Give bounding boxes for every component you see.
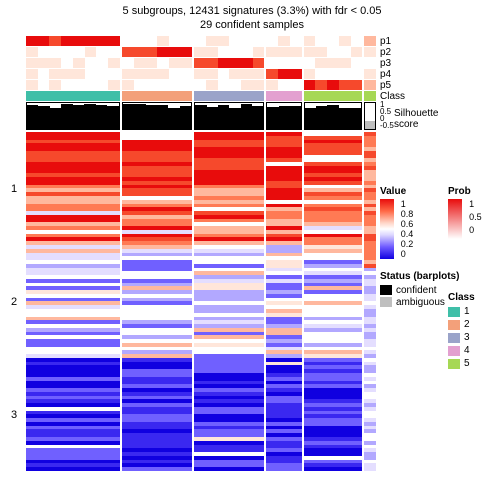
value-gradient [380, 199, 394, 259]
silhouette-label: Silhouette score [394, 108, 438, 130]
class-annotation-bar [26, 91, 376, 101]
silhouette-band [26, 102, 376, 130]
heatmap-body: 123 [26, 132, 376, 472]
row-block-labels: 123 [6, 132, 22, 472]
title-line-2: 29 confident samples [0, 18, 504, 32]
track-labels: p1 p2 p3 p4 p5 Class [380, 36, 440, 102]
class-legend: Class 12345 [448, 292, 475, 370]
prob-legend: Prob 1 0.5 0 [448, 186, 482, 239]
prob-annotation-tracks [26, 36, 376, 90]
title-line-1: 5 subgroups, 12431 signatures (3.3%) wit… [0, 4, 504, 18]
status-legend: Status (barplots) confident ambiguous [380, 271, 498, 308]
prob-gradient [448, 199, 462, 239]
plot-area: 123 [26, 36, 376, 482]
